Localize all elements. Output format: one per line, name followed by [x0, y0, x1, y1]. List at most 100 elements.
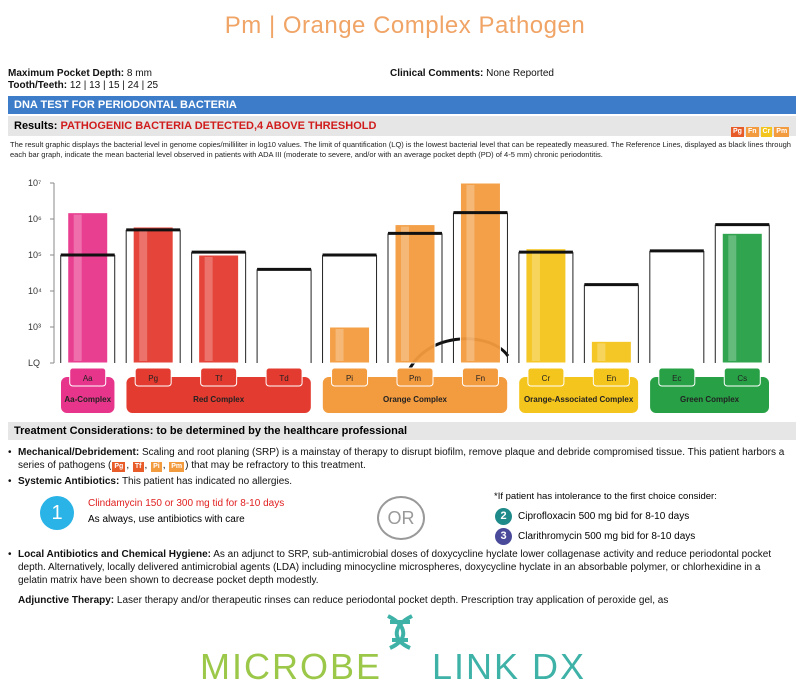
category-label: Pi: [346, 374, 353, 383]
icon: Pm: [169, 462, 185, 472]
group-label: Aa-Complex: [64, 395, 111, 404]
mechanical: Mechanical/Debridement: Scaling and root…: [8, 446, 788, 472]
category-label: Cs: [737, 374, 747, 383]
value: None Reported: [486, 68, 554, 79]
bar-highlight: [728, 235, 737, 361]
bar-highlight: [139, 228, 148, 361]
icon: Pg: [112, 462, 126, 472]
icon: Fn: [745, 127, 759, 137]
label: Clinical Comments:: [390, 68, 484, 79]
category-pill: [134, 367, 172, 387]
y-tick-label: LQ: [28, 358, 40, 368]
option-number: 1: [40, 496, 74, 530]
category-pill: [527, 367, 565, 387]
category-label: En: [606, 374, 616, 383]
label: Results:: [14, 120, 58, 132]
icon: Cr: [760, 127, 773, 137]
text: As an adjunct to SRP, sub-antimicrobial …: [18, 549, 772, 586]
icon: Pg: [731, 127, 744, 137]
bar-highlight: [335, 329, 344, 361]
text: This patient has indicated no allergies.: [121, 476, 293, 487]
icon: Tf: [132, 462, 144, 472]
systemic: Systemic Antibiotics: This patient has i…: [8, 475, 293, 488]
logo-left: MICROBE: [200, 646, 383, 687]
bar-highlight: [597, 343, 606, 361]
option-note: As always, use antibiotics with care: [88, 514, 245, 525]
results: Results: PATHOGENIC BACTERIA DETECTED,4 …: [14, 120, 376, 132]
y-tick-label: 10³: [28, 322, 41, 332]
category-pill: [723, 367, 761, 387]
icon: Pi: [151, 462, 162, 472]
section-header: DNA TEST FOR PERIODONTAL BACTERIA: [8, 96, 796, 114]
bar-highlight: [466, 185, 475, 361]
chart: LQ 10³ 10⁴ 10⁵ 10⁶ 10⁷ Aa Aa-Complex Pg Tf Td Red C…: [28, 178, 770, 413]
group-label: Green Complex: [680, 395, 740, 404]
logo-icon: [387, 614, 413, 650]
category-pill: [396, 367, 434, 387]
group-label: Orange Complex: [383, 395, 448, 404]
option-drug: Clarithromycin 500 mg bid for 8-10 days: [518, 531, 696, 542]
text: Scaling and root planing (SRP) is a main…: [18, 447, 785, 471]
value: 8 mm: [126, 68, 152, 79]
option-number: 3: [495, 528, 512, 545]
category-label: Td: [279, 374, 288, 383]
value: PATHOGENIC BACTERIA DETECTED,4 ABOVE THR…: [60, 120, 377, 132]
bar-highlight: [401, 226, 409, 361]
category-label: Pm: [409, 374, 421, 383]
category-pill: [265, 367, 303, 387]
bar-highlight: [204, 257, 213, 361]
label: Local Antibiotics and Chemical Hygiene:: [18, 549, 211, 560]
text: Laser therapy and/or therapeutic rinses …: [116, 595, 669, 606]
category-label: Cr: [542, 374, 551, 383]
teeth: Tooth/Teeth: 12 | 13 | 15 | 24 | 25: [8, 80, 158, 92]
group-banner: [126, 377, 311, 413]
logo-right: LINK DX: [432, 646, 587, 687]
label: Tooth/Teeth:: [8, 80, 68, 91]
category-label: Aa: [83, 374, 93, 383]
category-label: Ec: [672, 374, 681, 383]
bar-highlight: [73, 214, 82, 361]
text: ) that may be refractory to this treatme…: [185, 460, 366, 471]
y-tick-label: 10⁶: [28, 214, 42, 224]
description: The result graphic displays the bacteria…: [10, 140, 791, 159]
legend-icons: Pg Fn Cr Pm: [730, 120, 790, 138]
category-pill: [69, 367, 107, 387]
value: 12 | 13 | 15 | 24 | 25: [69, 80, 159, 91]
adjunctive: Adjunctive Therapy: Laser therapy and/or…: [18, 594, 788, 607]
label: Systemic Antibiotics:: [18, 476, 120, 487]
group-label: Orange-Associated Complex: [524, 395, 634, 404]
y-tick-label: 10⁴: [28, 286, 42, 296]
bar: [329, 326, 371, 364]
pocket-depth: Maximum Pocket Depth: 8 mm: [8, 68, 152, 80]
bar-highlight: [531, 250, 540, 361]
category-label: Pg: [148, 374, 158, 383]
bar: [132, 226, 174, 364]
page-title: Pm | Orange Complex Pathogen: [224, 12, 586, 39]
label: Adjunctive Therapy:: [18, 595, 115, 606]
category-pill: [331, 367, 369, 387]
option-number: 2: [495, 508, 512, 525]
category-pill: [592, 367, 630, 387]
category-label: Tf: [215, 374, 223, 383]
comments: Clinical Comments: None Reported: [390, 68, 554, 80]
category-pill: [200, 367, 238, 387]
bar: [198, 254, 240, 364]
local: Local Antibiotics and Chemical Hygiene: …: [8, 548, 788, 587]
bar: [721, 232, 763, 364]
y-tick-label: 10⁷: [28, 178, 41, 188]
category-label: Fn: [476, 374, 485, 383]
treatment-title: Treatment Considerations: to be determin…: [8, 422, 796, 440]
category-pill: [658, 367, 696, 387]
bar: [67, 212, 109, 364]
bar: [525, 248, 567, 364]
bar: [394, 224, 436, 364]
icon: Pm: [774, 127, 790, 137]
group-label: Red Complex: [193, 395, 245, 404]
label: Mechanical/Debridement:: [18, 447, 140, 458]
option-drug: Ciprofloxacin 500 mg bid for 8-10 days: [518, 511, 690, 522]
option-drug: Clindamycin 150 or 300 mg tid for 8-10 d…: [88, 498, 285, 509]
label: Maximum Pocket Depth:: [8, 68, 125, 79]
group-banner: [322, 377, 508, 413]
helix: [387, 614, 413, 650]
